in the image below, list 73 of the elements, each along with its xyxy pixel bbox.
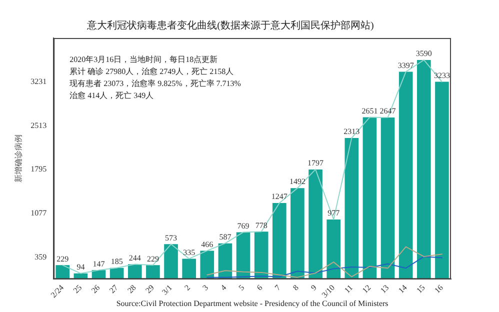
bar [182,258,196,280]
y-tick-label: 359 [34,252,47,262]
data-label: 3590 [416,49,432,58]
x-tick-label: 9 [309,283,318,292]
bar [416,60,431,280]
bar [164,244,178,280]
x-tick-label: 26 [90,283,102,296]
annotation: 累计 确诊 27980人，治愈 2749人，死亡 2158人 [70,67,234,76]
x-tick-label: 3/1 [160,283,174,297]
data-label: 769 [237,221,250,230]
chart-title: 意大利冠状病毒患者变化曲线(数据来源于意大利国民保护部网站) [86,20,374,32]
x-tick-label: 28 [126,283,138,296]
x-tick-label: 13 [378,283,391,296]
bar [254,232,268,280]
bar [435,82,449,280]
data-label: 185 [110,256,123,266]
x-tick-label: 2 [182,283,192,292]
data-label: 466 [201,240,214,249]
x-tick-label: 14 [396,283,409,296]
data-label: 147 [92,259,105,268]
data-label: 2651 [362,106,378,116]
data-label: 778 [255,220,268,230]
y-tick-label: 3231 [30,76,47,86]
y-tick-label: 1077 [30,208,47,218]
annotation: 现有患者 23073，治愈率 9.825%，死亡率 7.713% [70,79,242,88]
y-axis-title: 新增确诊病例 [14,134,23,183]
bar [290,188,304,280]
x-tick-label: 3 [200,283,210,292]
bar [56,265,70,280]
bar [398,72,413,280]
data-label: 94 [76,262,85,272]
data-label: 2647 [380,106,396,116]
data-label: 1247 [271,192,288,202]
y-tick-label: 1795 [30,164,47,174]
annotation: 治愈 414人，死亡 349人 [70,91,154,100]
bar [308,169,322,280]
x-tick-label: 27 [108,283,120,296]
bar [200,250,214,280]
x-tick-label: 6 [255,283,264,292]
x-tick-label: 11 [342,283,355,295]
data-label: 229 [146,254,159,264]
data-label: 229 [56,254,69,264]
bar [326,220,340,280]
data-label: 3397 [398,60,414,70]
x-tick-label: 7 [273,283,282,292]
x-tick-label: 2/24 [49,283,66,300]
bar [236,232,250,280]
data-label: 1797 [308,158,324,168]
bar [380,118,395,280]
data-label: 2313 [344,127,360,136]
x-tick-label: 12 [360,283,373,296]
data-label: 587 [219,232,232,242]
x-tick-label: 29 [144,283,156,296]
x-tick-label: 25 [72,283,84,296]
source-note: Source:Civil Protection Department website - Presidency of the Council of Ministers [116,299,388,308]
x-tick-label: 16 [432,283,445,296]
annotation: 2020年3月16日，当地时间，每日18点更新 [70,55,218,64]
data-label: 977 [328,208,340,218]
y-tick-label: 2513 [30,120,47,130]
x-tick-label: 15 [414,283,427,296]
x-tick-label: 8 [291,283,300,292]
data-label: 1492 [289,177,306,186]
data-label: 244 [128,253,141,262]
x-tick-label: 5 [236,283,246,292]
bar [362,117,377,280]
bar [344,138,359,280]
data-label: 573 [165,233,178,242]
x-tick-label: 3/10 [320,283,336,300]
bar [272,203,286,280]
x-tick-label: 4 [218,283,228,292]
data-label: 3233 [434,70,450,80]
bar [146,265,160,280]
data-label: 335 [183,248,196,257]
